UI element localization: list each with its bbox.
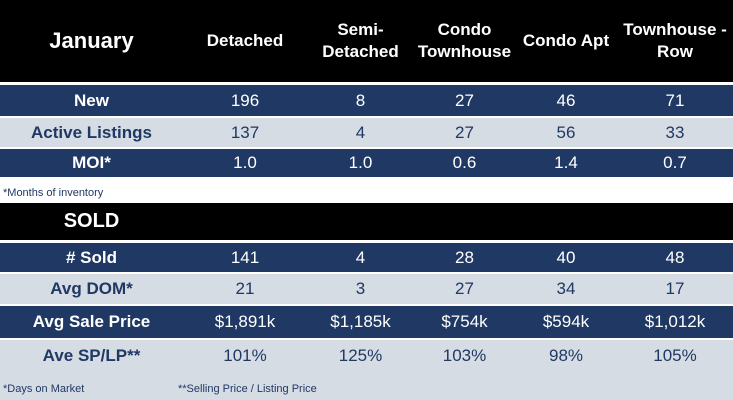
cell-townhouse-row: $1,012k [644,312,706,331]
cell-condo-apt: $594k [542,312,590,331]
cell-semi-detached: $1,185k [330,312,391,331]
cell-townhouse-row: 0.7 [663,153,687,172]
cell-townhouse-row: 33 [665,122,685,142]
sold-section-header: SOLD [0,203,733,240]
table-header: January Detached Semi- Detached Condo To… [0,0,733,82]
cell-condo-townhouse: 28 [455,247,474,267]
column-header-detached: Detached [206,31,284,50]
cell-semi-detached: 1.0 [348,153,373,172]
table-row-ave-sp-lp: Ave SP/LP** 101% 125% 103% 98% 105% [0,340,733,372]
column-header-semi-detached: Semi- Detached [322,20,399,61]
table-row-num-sold: # Sold 141 4 28 40 48 [0,243,733,272]
dom-footnote: *Days on Market [3,383,85,395]
splp-footnote: **Selling Price / Listing Price [178,383,317,395]
month-title: January [49,28,134,53]
cell-semi-detached: 4 [355,247,366,267]
sold-title: SOLD [63,210,120,232]
cell-semi-detached: 125% [338,346,383,365]
row-label: # Sold [65,247,117,267]
table-row-avg-sale-price: Avg Sale Price $1,891k $1,185k $754k $59… [0,306,733,338]
column-header-condo-townhouse: Condo Townhouse [417,20,512,61]
row-label: Avg Sale Price [32,312,151,331]
cell-condo-apt: 46 [556,90,576,110]
row-label: New [74,90,109,110]
row-label: Active Listings [31,122,152,142]
cell-townhouse-row: 105% [653,346,697,365]
cell-townhouse-row: 17 [665,279,685,298]
cell-condo-apt: 40 [556,247,576,267]
cell-semi-detached: 3 [355,279,366,298]
cell-detached: $1,891k [214,312,276,331]
cell-detached: 1.0 [233,153,257,172]
row-label: Avg DOM* [50,279,133,298]
cell-detached: 21 [235,279,255,298]
row-label: MOI* [72,153,111,172]
cell-condo-apt: 1.4 [554,153,578,172]
table-row-new: New 196 8 27 46 71 [0,85,733,116]
row-label: Ave SP/LP** [42,346,141,365]
table-row-avg-dom: Avg DOM* 21 3 27 34 17 [0,274,733,304]
cell-condo-apt: 98% [548,346,584,365]
cell-townhouse-row: 71 [665,90,685,110]
footnotes-bar: *Days on Market **Selling Price / Listin… [0,372,733,400]
cell-condo-townhouse: 0.6 [452,153,477,172]
cell-condo-townhouse: 27 [455,90,474,110]
column-header-townhouse-row: Townhouse - Row [623,20,727,61]
cell-condo-townhouse: $754k [441,312,488,331]
table-row-moi: MOI* 1.0 1.0 0.6 1.4 0.7 [0,149,733,177]
moi-footnote: *Months of inventory [3,187,104,199]
cell-condo-townhouse: 27 [455,122,474,142]
cell-detached: 137 [230,122,260,142]
cell-detached: 141 [230,247,260,267]
cell-detached: 101% [223,346,267,365]
cell-semi-detached: 8 [355,90,366,110]
table-row-active-listings: Active Listings 137 4 27 56 33 [0,118,733,147]
cell-condo-townhouse: 103% [442,346,487,365]
cell-condo-apt: 56 [556,122,576,142]
cell-condo-townhouse: 27 [455,279,474,298]
cell-condo-apt: 34 [556,279,576,298]
column-header-condo-apt: Condo Apt [522,31,610,50]
cell-detached: 196 [230,90,260,110]
cell-semi-detached: 4 [355,122,366,142]
cell-townhouse-row: 48 [665,247,685,267]
